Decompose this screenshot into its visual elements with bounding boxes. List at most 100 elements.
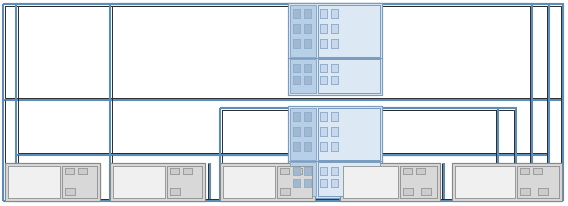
Bar [520,168,529,174]
Bar [113,166,165,198]
Bar [304,112,311,121]
Bar [304,127,311,136]
Bar [320,24,327,33]
Bar [304,179,311,187]
Bar [288,3,382,59]
Bar [293,167,300,175]
Bar [318,59,380,93]
Bar [331,39,338,48]
Bar [288,58,382,95]
Bar [331,76,338,84]
Bar [290,162,316,196]
Bar [8,166,60,198]
Bar [293,142,300,151]
Bar [455,166,515,198]
Bar [65,188,75,195]
Bar [340,163,440,201]
Bar [293,24,300,33]
Bar [533,168,542,174]
Bar [331,112,338,121]
Bar [62,166,97,198]
Bar [403,168,412,174]
Bar [220,163,315,201]
Bar [170,168,179,174]
Bar [170,188,180,195]
Bar [290,59,316,93]
Bar [65,188,75,195]
Bar [280,188,290,195]
Bar [65,168,74,174]
Bar [331,127,338,136]
Bar [520,188,530,195]
Bar [293,168,302,174]
Bar [331,142,338,151]
Bar [331,76,338,84]
Bar [320,167,327,175]
Bar [293,127,300,136]
Bar [5,163,100,201]
Bar [318,108,380,160]
Bar [320,76,327,84]
Bar [304,76,311,84]
Bar [320,39,327,48]
Bar [304,127,311,136]
Bar [280,168,289,174]
Bar [293,112,300,121]
Bar [318,5,380,57]
Bar [304,167,311,175]
Bar [290,5,316,57]
Bar [5,163,100,201]
Bar [331,142,338,151]
Bar [421,188,431,195]
Bar [331,179,338,187]
Bar [343,166,398,198]
Bar [452,163,562,201]
Bar [290,5,316,57]
Bar [403,188,413,195]
Bar [320,9,327,18]
Bar [403,188,413,195]
Bar [304,142,311,151]
Bar [416,168,425,174]
Bar [290,59,316,93]
Bar [320,167,327,175]
Bar [277,166,312,198]
Bar [290,162,316,196]
Bar [331,39,338,48]
Bar [293,179,300,187]
Bar [331,127,338,136]
Bar [320,142,327,151]
Bar [277,166,312,198]
Bar [293,9,300,18]
Bar [320,64,327,72]
Bar [65,168,74,174]
Bar [538,188,548,195]
Bar [280,188,290,195]
Bar [293,24,300,33]
Bar [62,166,97,198]
Bar [220,163,315,201]
Bar [320,24,327,33]
Bar [183,168,192,174]
Bar [304,9,311,18]
Bar [288,106,382,162]
Bar [320,112,327,121]
Bar [167,166,202,198]
Bar [293,127,300,136]
Bar [304,64,311,72]
Bar [421,188,431,195]
Bar [304,39,311,48]
Bar [304,64,311,72]
Bar [293,168,302,174]
Bar [400,166,437,198]
Bar [318,59,380,93]
Bar [183,168,192,174]
Bar [170,168,179,174]
Bar [304,76,311,84]
Bar [331,112,338,121]
Bar [320,127,327,136]
Bar [455,166,515,198]
Bar [304,179,311,187]
Bar [318,5,380,57]
Bar [416,168,425,174]
